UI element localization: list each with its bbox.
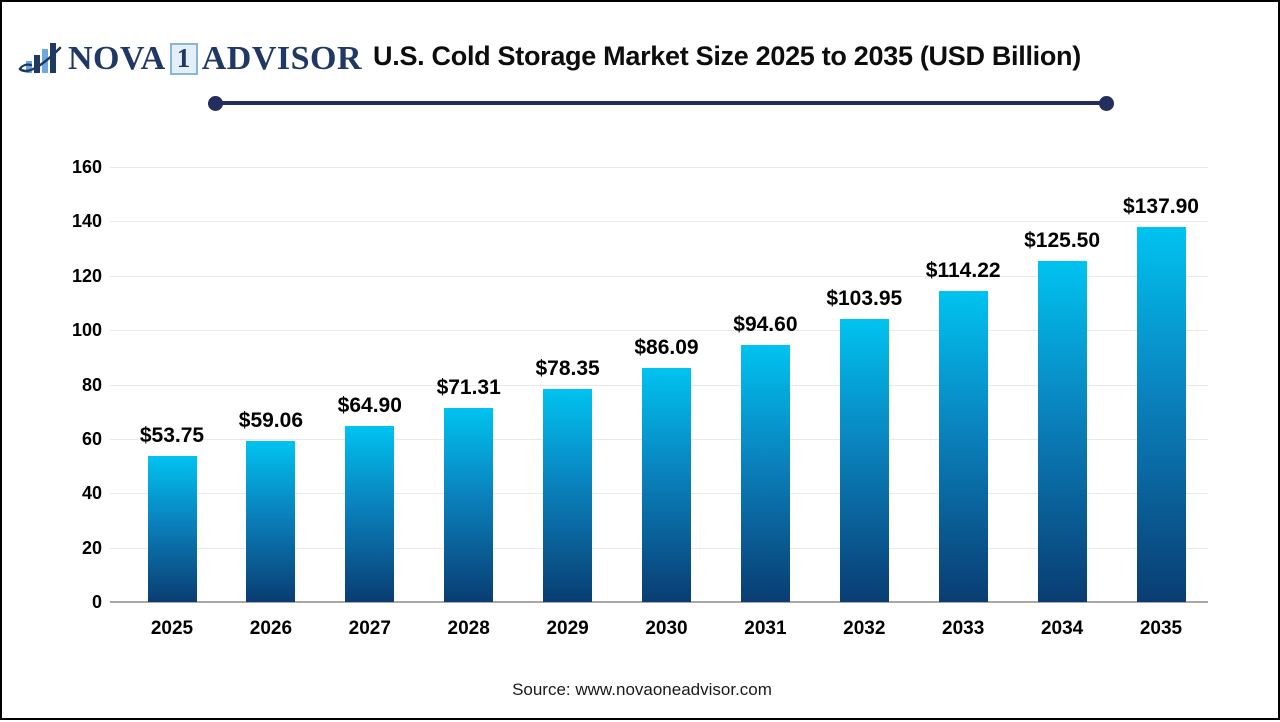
bar-value-label: $53.75 — [139, 423, 205, 447]
x-axis-label: 2032 — [843, 618, 886, 639]
bar-value-label: $94.60 — [733, 312, 798, 336]
bar-2031 — [740, 344, 790, 602]
y-axis-label: 160 — [71, 157, 102, 177]
y-axis-label: 80 — [81, 374, 102, 395]
bar-2025 — [147, 455, 197, 602]
logo-one-badge: 1 — [169, 43, 198, 75]
bar-2027 — [345, 425, 395, 602]
x-axis-label: 2027 — [348, 618, 391, 639]
bar-value-label: $71.31 — [436, 376, 501, 400]
bar-2030 — [642, 367, 691, 602]
bar-value-label: $59.06 — [238, 409, 303, 433]
bar-2035 — [1136, 227, 1186, 602]
underline-left-dot-icon — [208, 96, 223, 111]
bar-2026 — [246, 441, 296, 602]
bar-value-label: $103.95 — [826, 287, 903, 311]
bar-chart-swoosh-icon — [18, 38, 68, 80]
logo-text-nova: NOVA — [68, 40, 166, 77]
bar-value-label: $86.09 — [634, 335, 699, 359]
logo-text-advisor: ADVISOR — [201, 40, 363, 77]
x-axis-label: 2031 — [744, 618, 787, 639]
x-axis-label: 2028 — [447, 618, 490, 639]
x-axis-label: 2034 — [1040, 618, 1084, 639]
y-axis-label: 20 — [81, 537, 102, 558]
x-axis-label: 2030 — [645, 618, 688, 639]
bar-value-label: $64.90 — [337, 393, 402, 417]
gridline-y100 — [110, 330, 1208, 332]
bar-2028 — [444, 408, 494, 602]
gridline-y140 — [110, 221, 1208, 223]
gridline-y120 — [110, 275, 1208, 277]
nova-one-advisor-logo: NOVA 1 ADVISOR — [18, 38, 362, 80]
bar-2034 — [1037, 260, 1087, 602]
gridline-y160 — [110, 167, 1208, 168]
x-axis-label: 2035 — [1139, 618, 1183, 639]
bar-2033 — [938, 291, 988, 602]
y-axis-label: 0 — [91, 592, 102, 612]
y-axis-label: 100 — [71, 320, 102, 341]
title-underline — [215, 101, 1107, 105]
bar-value-label: $137.90 — [1123, 195, 1199, 219]
x-axis-label: 2025 — [150, 618, 194, 639]
x-axis-label: 2033 — [942, 618, 985, 639]
bar-value-label: $114.22 — [925, 259, 1001, 283]
x-axis-label: 2026 — [249, 618, 293, 639]
bar-2032 — [839, 319, 889, 602]
x-axis-line — [110, 601, 1208, 603]
underline-right-dot-icon — [1099, 96, 1114, 111]
bar-value-label: $78.35 — [535, 356, 600, 380]
y-axis-label: 120 — [71, 265, 102, 286]
chart-title: U.S. Cold Storage Market Size 2025 to 20… — [373, 41, 1081, 71]
source-attribution: Source: www.novaoneadvisor.com — [512, 680, 772, 699]
y-axis-label: 40 — [81, 483, 102, 504]
logo-wordmark: NOVA 1 ADVISOR — [68, 40, 362, 78]
y-axis-label: 140 — [71, 211, 102, 232]
bar-value-label: $125.50 — [1024, 228, 1101, 252]
y-axis-label: 60 — [81, 428, 102, 449]
bar-2029 — [543, 388, 593, 602]
x-axis-label: 2029 — [546, 618, 589, 639]
